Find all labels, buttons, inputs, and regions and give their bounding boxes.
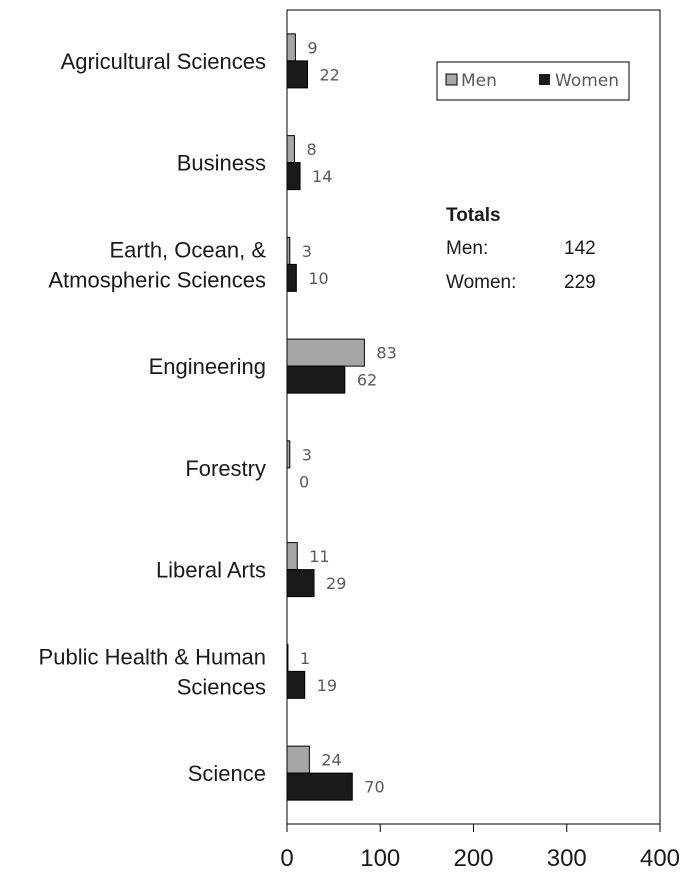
data-label-men-5: 11 [309, 547, 329, 566]
category-label-6-line-0: Public Health & Human [39, 644, 266, 669]
data-labels-group: 922 8 14 3 10 83 62 3 0 11 29 1 19 24 70 [299, 38, 397, 796]
totals-box: Totals Men: 142 Women: 229 [446, 205, 596, 293]
data-label-men-2: 3 [302, 242, 312, 261]
category-label-1: Business [177, 151, 266, 176]
bar-women-7 [286, 772, 353, 801]
x-axis: 0 100 200 300 400 [280, 824, 680, 872]
plot-area-frame [286, 9, 661, 825]
totals-women-value: 229 [564, 272, 596, 293]
data-label-women-2: 10 [308, 269, 328, 288]
data-label-women-6: 19 [317, 676, 337, 695]
category-label-2-line-1: Atmospheric Sciences [48, 267, 266, 292]
category-label-4: Forestry [185, 456, 266, 481]
bars-group [286, 33, 365, 801]
category-label-5: Liberal Arts [156, 558, 266, 583]
data-label-men-6: 1 [300, 649, 310, 668]
totals-title: Totals [446, 205, 501, 226]
bar-men-4 [286, 440, 291, 469]
bar-men-7 [286, 745, 310, 774]
bar-women-3 [286, 365, 346, 394]
data-label-women-5: 29 [326, 574, 346, 593]
totals-men-label: Men: [446, 238, 488, 259]
bar-men-0 [286, 33, 296, 62]
legend-swatch-men [445, 73, 458, 86]
category-label-0: Agricultural Sciences [61, 49, 266, 74]
x-tick-label-0: 0 [280, 845, 293, 872]
bar-women-1 [286, 162, 301, 191]
data-label-women-7: 70 [364, 778, 384, 797]
bar-women-6 [286, 670, 306, 699]
data-label-men-3: 83 [376, 344, 396, 363]
bar-men-3 [286, 338, 365, 367]
bar-women-5 [286, 569, 315, 598]
bar-men-5 [286, 542, 298, 571]
x-tick-label-2: 200 [453, 845, 493, 872]
data-label-women-0: 22 [320, 65, 340, 84]
data-label-women-4: 0 [299, 472, 309, 491]
legend-label-men: Men [461, 71, 497, 91]
data-label-women-3: 62 [357, 371, 377, 390]
category-label-7: Science [188, 761, 266, 786]
data-label-women-1: 14 [312, 167, 332, 186]
bar-men-2 [286, 236, 291, 265]
totals-women-label: Women: [446, 272, 516, 293]
legend: Men Women [436, 61, 630, 101]
totals-men-value: 142 [564, 238, 596, 259]
category-label-6-line-1: Sciences [177, 674, 266, 699]
x-tick-label-4: 400 [640, 845, 680, 872]
bar-men-6 [286, 643, 289, 672]
data-label-men-4: 3 [302, 445, 312, 464]
bar-women-2 [286, 263, 297, 292]
data-label-men-0: 9 [307, 38, 317, 57]
bar-women-0 [286, 60, 309, 89]
data-label-men-1: 8 [306, 140, 316, 159]
legend-label-women: Women [555, 71, 619, 91]
category-label-3: Engineering [149, 354, 266, 379]
category-labels-group: Agricultural Sciences Business Earth, Ocea… [39, 49, 267, 786]
x-tick-label-3: 300 [547, 845, 587, 872]
category-label-2-line-0: Earth, Ocean, & [109, 237, 266, 262]
legend-box [436, 61, 630, 101]
plot-border [286, 9, 661, 825]
bar-men-1 [286, 135, 295, 164]
data-label-men-7: 24 [321, 751, 341, 770]
legend-swatch-women [539, 74, 550, 85]
x-tick-label-1: 100 [360, 845, 400, 872]
